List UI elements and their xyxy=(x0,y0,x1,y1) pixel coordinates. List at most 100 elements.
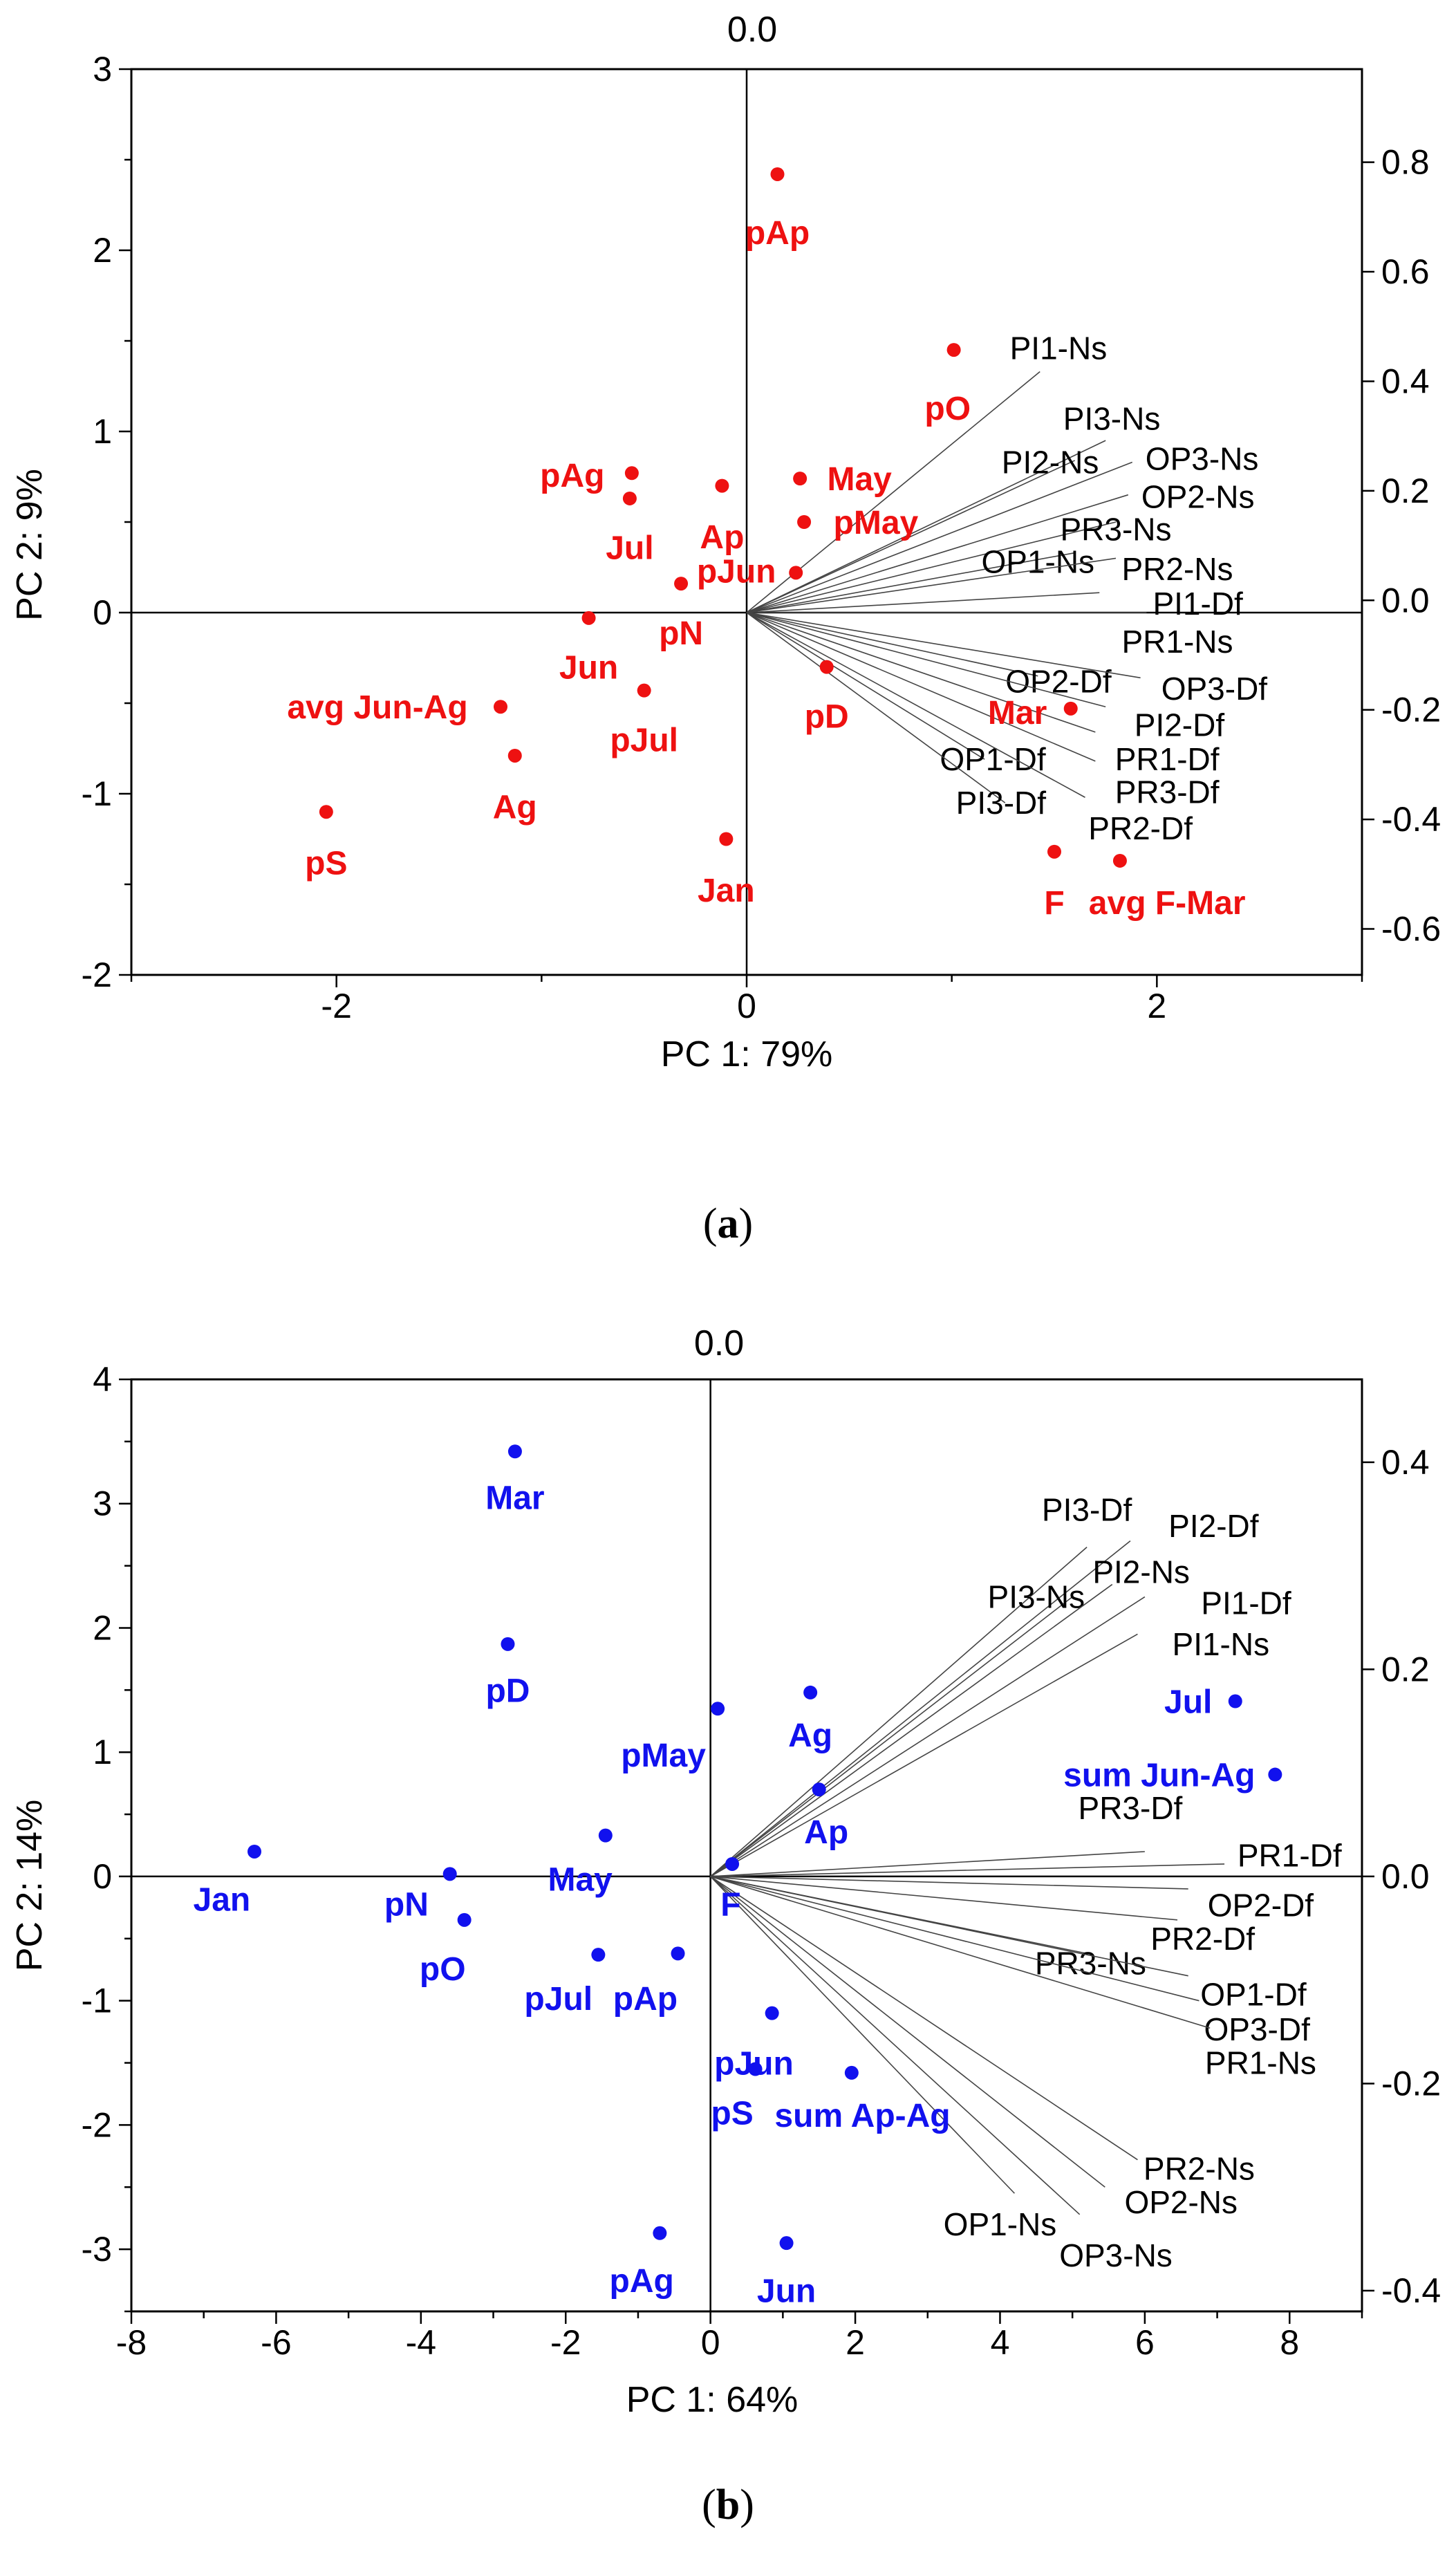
top-axis-label: 0.0 xyxy=(727,10,777,50)
data-point xyxy=(770,167,785,181)
vector-label: OP1-Ns xyxy=(981,544,1094,580)
x-tick-label: -8 xyxy=(116,2323,147,2362)
right-y-tick-label: 0.4 xyxy=(1381,1443,1430,1482)
loading-vector xyxy=(746,460,1076,613)
point-label: May xyxy=(548,1862,613,1899)
point-label: pD xyxy=(805,698,849,735)
plot-frame xyxy=(130,1378,1363,2313)
loading-vector xyxy=(746,494,1129,613)
vector-label: PR2-Df xyxy=(1088,810,1193,846)
data-point xyxy=(591,1948,606,1962)
loading-vector xyxy=(710,1596,1073,1877)
panel-label: (b) xyxy=(702,2481,754,2529)
right-y-tick-label: 0.8 xyxy=(1381,143,1430,182)
pca-biplot-a: 0.0 PC 2: 9% PC 1: 79% (a) -2 0 2 -2 -1 0 1 2 3 0… xyxy=(10,10,1441,1247)
right-y-tick-label: 0.0 xyxy=(1381,581,1430,620)
point-label: pAp xyxy=(745,215,810,252)
loading-vector xyxy=(710,1633,1138,1877)
y-tick-label: 1 xyxy=(93,412,112,451)
data-point xyxy=(844,2065,859,2080)
y-axis-label: PC 2: 14% xyxy=(10,1800,50,1972)
x-tick-label: 2 xyxy=(846,2323,865,2362)
loading-vector xyxy=(746,612,985,760)
data-point xyxy=(248,1844,261,1859)
top-axis-label: 0.0 xyxy=(694,1323,744,1363)
y-tick-label: -2 xyxy=(82,956,112,994)
loading-vector xyxy=(746,612,1038,677)
vector-label: OP1-Df xyxy=(1200,1977,1307,2013)
point-label: Jun xyxy=(757,2273,816,2309)
data-point xyxy=(494,700,507,714)
data-point xyxy=(1047,844,1061,859)
vector-label: OP3-Ns xyxy=(1146,440,1259,476)
right-y-tick-label: -0.4 xyxy=(1381,2271,1441,2310)
x-tick-label: 8 xyxy=(1280,2323,1299,2362)
vector-label: PR3-Ns xyxy=(1060,511,1171,547)
point-label: pN xyxy=(384,1886,429,1923)
loading-vector xyxy=(710,1876,1081,2215)
loading-vector xyxy=(746,552,1075,613)
x-tick-label: 0 xyxy=(701,2323,720,2362)
panel-label: (a) xyxy=(703,1200,753,1247)
loading-vector xyxy=(710,1596,1146,1877)
y-tick-label: -2 xyxy=(82,2105,112,2144)
point-label: Jan xyxy=(194,1881,251,1918)
point-label: Ag xyxy=(788,1717,832,1754)
point-label: Ap xyxy=(804,1814,848,1851)
point-label: Jan xyxy=(698,873,755,909)
loading-vector xyxy=(710,1851,1145,1877)
vector-label: PI3-Ns xyxy=(1063,401,1161,437)
vector-label: PI2-Ns xyxy=(1092,1554,1190,1590)
right-y-tick-label: -0.2 xyxy=(1381,691,1441,729)
vector-label: PR1-Ns xyxy=(1205,2045,1316,2081)
loading-vector xyxy=(746,612,1106,708)
vector-label: PR2-Ns xyxy=(1121,551,1233,587)
point-label: pAg xyxy=(610,2263,674,2300)
point-label: Ag xyxy=(493,789,537,826)
vector-label: PI1-Df xyxy=(1152,586,1243,622)
loading-vector xyxy=(710,1540,1131,1877)
vector-label: PI1-Ns xyxy=(1010,330,1108,366)
vector-label: OP3-Df xyxy=(1161,671,1268,707)
point-label: May xyxy=(827,461,892,498)
right-y-tick-label: 0.0 xyxy=(1381,1857,1430,1896)
x-tick-label: 4 xyxy=(991,2323,1010,2362)
point-label: pAp xyxy=(613,1981,678,2018)
data-point xyxy=(797,515,812,529)
data-point xyxy=(653,2226,667,2240)
point-label: pAg xyxy=(540,458,604,494)
vector-label: PI3-Ns xyxy=(988,1579,1085,1615)
point-label: pD xyxy=(485,1673,530,1709)
point-label: Mar xyxy=(485,1480,544,1517)
right-y-tick-label: 0.2 xyxy=(1381,1650,1430,1688)
vector-label: OP2-Df xyxy=(1208,1887,1314,1923)
y-tick-label: 1 xyxy=(93,1733,112,1771)
data-point xyxy=(803,1685,818,1699)
loading-vector xyxy=(746,440,1106,613)
y-tick-label: -3 xyxy=(82,2230,112,2269)
loading-vector xyxy=(710,1876,1188,1977)
point-label: sum Jun-Ag xyxy=(1063,1758,1255,1794)
loading-vector xyxy=(746,592,1100,613)
data-point xyxy=(622,491,637,505)
loading-vector xyxy=(710,1863,1225,1877)
y-axis-label: PC 2: 9% xyxy=(10,469,50,621)
data-point xyxy=(598,1828,613,1843)
data-point xyxy=(457,1912,472,1927)
vector-label: PI3-Df xyxy=(956,785,1047,821)
data-point xyxy=(671,1946,685,1961)
vector-label: PR3-Df xyxy=(1115,774,1220,810)
vector-label: PI2-Df xyxy=(1168,1508,1259,1544)
data-point xyxy=(711,1702,725,1716)
loading-vector xyxy=(710,1876,1211,2029)
vector-label: OP2-Ns xyxy=(1124,2184,1238,2220)
data-point xyxy=(789,566,803,580)
right-y-tick-label: 0.6 xyxy=(1381,252,1430,291)
right-y-tick-label: 0.4 xyxy=(1381,362,1430,400)
point-label: pO xyxy=(924,391,971,427)
point-label: F xyxy=(1044,885,1064,922)
right-y-tick-label: -0.6 xyxy=(1381,909,1441,948)
loading-vector xyxy=(746,612,1096,762)
data-point xyxy=(637,683,651,698)
y-tick-label: 3 xyxy=(93,50,112,89)
